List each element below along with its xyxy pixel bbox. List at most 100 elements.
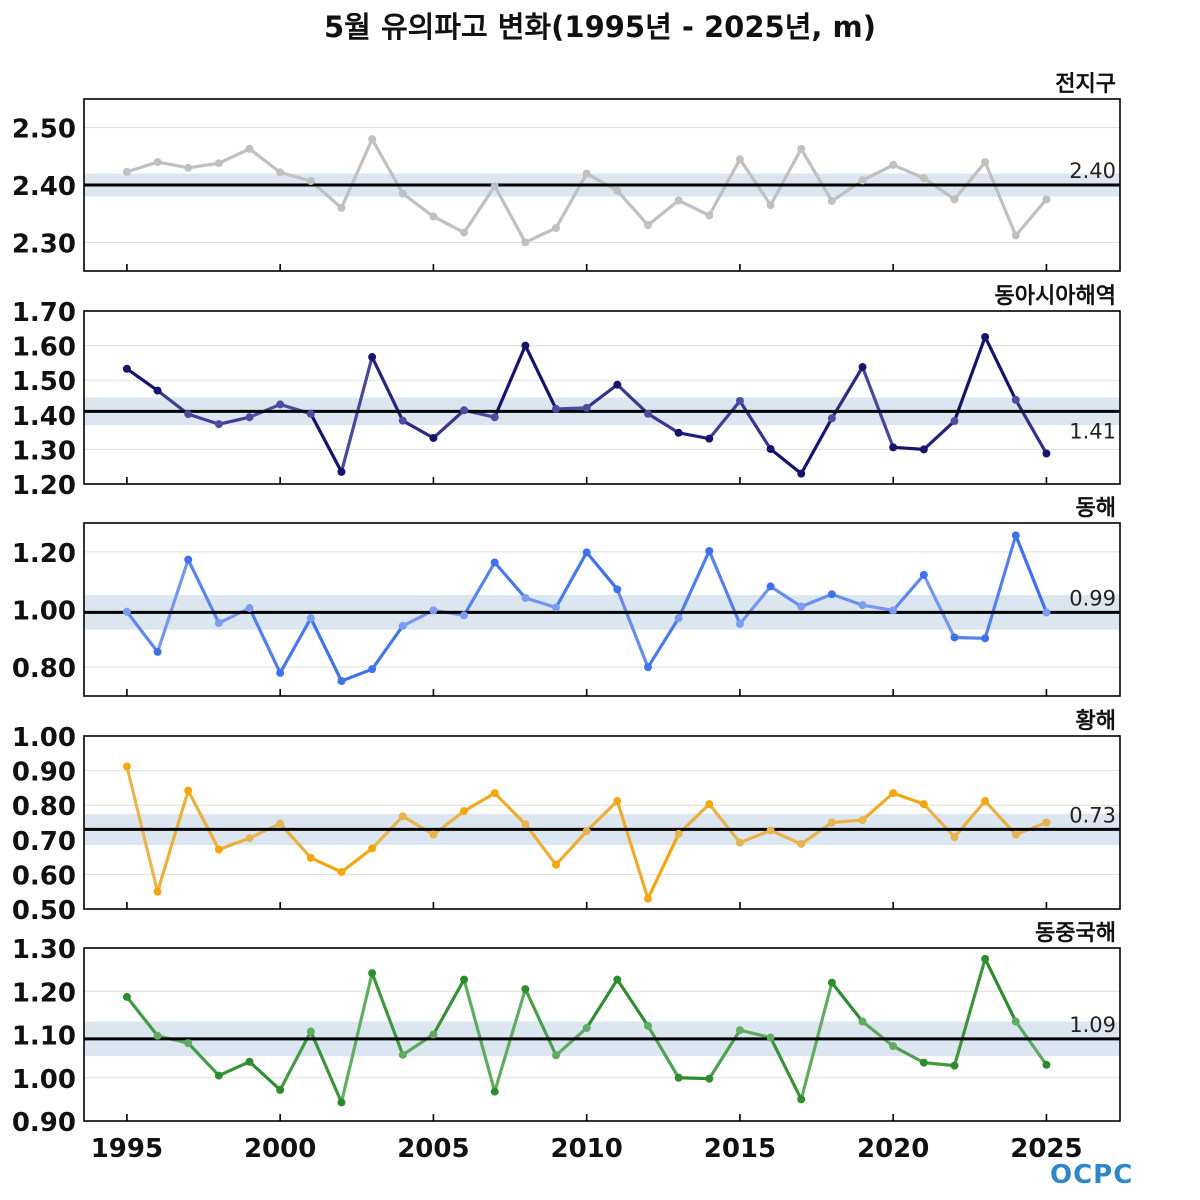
- y-tick-label: 1.40: [12, 402, 76, 432]
- y-tick-label: 2.40: [12, 172, 76, 202]
- series-segment: [891, 573, 926, 612]
- series-segment: [1014, 398, 1049, 456]
- data-point: [490, 1087, 499, 1096]
- series-segment: [615, 383, 650, 416]
- series-segment: [186, 412, 221, 426]
- series-segment: [339, 137, 374, 210]
- data-point: [306, 176, 315, 185]
- series-segment: [615, 977, 650, 1028]
- series-segment: [677, 549, 711, 620]
- data-point: [766, 445, 775, 454]
- data-point: [276, 1085, 285, 1094]
- y-tick-label: 1.20: [12, 539, 76, 569]
- series-segment: [370, 971, 405, 1057]
- y-tick-label: 1.00: [12, 1065, 76, 1095]
- series-segment: [585, 977, 619, 1030]
- data-point: [368, 969, 377, 978]
- data-point: [245, 834, 254, 843]
- series-segment: [309, 856, 344, 874]
- data-point: [889, 606, 898, 615]
- series-segment: [585, 799, 619, 833]
- panel-title: 동아시아해역: [995, 284, 1116, 309]
- series-segment: [646, 832, 681, 901]
- data-point: [276, 400, 285, 409]
- series-segment: [309, 412, 344, 474]
- series-segment: [401, 419, 436, 440]
- series-segment: [646, 1024, 681, 1080]
- series-segment: [768, 584, 803, 609]
- chart-title: 5월 유의파고 변화(1995년 - 2025년, m): [324, 10, 876, 44]
- data-point: [184, 786, 193, 795]
- data-point: [735, 619, 744, 628]
- data-point: [981, 634, 990, 643]
- data-point: [153, 158, 162, 167]
- y-tick-label: 1.60: [12, 333, 76, 363]
- series-segment: [922, 1061, 957, 1068]
- series-segment: [493, 560, 527, 600]
- data-point: [858, 601, 867, 610]
- series-segment: [493, 344, 527, 419]
- data-point: [582, 548, 591, 557]
- series-segment: [891, 791, 926, 806]
- panel-frame: [83, 98, 1121, 272]
- series-segment: [247, 606, 282, 675]
- data-point: [827, 414, 836, 423]
- series-segment: [677, 431, 711, 441]
- series-segment: [707, 399, 742, 441]
- x-tick-label: 2000: [244, 1134, 316, 1164]
- data-point: [184, 410, 193, 419]
- data-point: [950, 1061, 959, 1070]
- series-segment: [186, 1041, 221, 1078]
- data-point: [122, 364, 131, 373]
- mean-value-label: 1.09: [1069, 1013, 1116, 1037]
- series-segment: [615, 799, 650, 901]
- series-segment: [983, 335, 1018, 402]
- series-segment: [554, 171, 589, 230]
- panel-frame: [83, 947, 1121, 1122]
- data-point: [613, 186, 622, 195]
- series-segment: [278, 1029, 313, 1092]
- mean-value-label: 2.40: [1069, 159, 1116, 183]
- y-tick-label: 1.70: [12, 298, 76, 328]
- series-segment: [799, 820, 834, 846]
- data-point: [950, 195, 959, 204]
- data-point: [460, 406, 469, 415]
- series-segment: [217, 147, 252, 165]
- data-point: [184, 555, 193, 564]
- series-segment: [401, 192, 436, 219]
- panel-title: 전지구: [1055, 72, 1116, 97]
- data-point: [460, 228, 469, 237]
- series-segment: [707, 802, 742, 845]
- data-point: [122, 167, 131, 176]
- data-point: [276, 668, 285, 677]
- data-point: [981, 158, 990, 167]
- series-segment: [983, 533, 1018, 640]
- series-segment: [1014, 197, 1049, 238]
- series-segment: [952, 957, 987, 1068]
- data-point: [429, 1030, 438, 1039]
- series-segment: [891, 163, 926, 180]
- data-point: [950, 833, 959, 842]
- data-point: [306, 614, 315, 623]
- series-segment: [860, 603, 895, 612]
- data-point: [889, 160, 898, 169]
- data-point: [858, 1017, 867, 1026]
- data-point: [674, 829, 683, 838]
- y-tick-label: 2.30: [12, 229, 76, 259]
- data-point: [582, 169, 591, 178]
- data-point: [674, 1073, 683, 1082]
- data-point: [582, 1024, 591, 1033]
- y-tick-label: 0.90: [12, 1108, 76, 1138]
- data-point: [1011, 830, 1020, 839]
- series-segment: [860, 791, 895, 822]
- data-point: [858, 363, 867, 372]
- data-point: [521, 238, 530, 247]
- series-segment: [309, 1029, 344, 1105]
- y-tick-label: 1.30: [12, 935, 76, 965]
- data-point: [214, 159, 223, 168]
- y-tick-label: 0.60: [12, 861, 76, 891]
- data-point: [490, 182, 499, 191]
- y-tick-label: 1.00: [12, 597, 76, 627]
- series-segment: [554, 550, 589, 610]
- data-point: [889, 443, 898, 452]
